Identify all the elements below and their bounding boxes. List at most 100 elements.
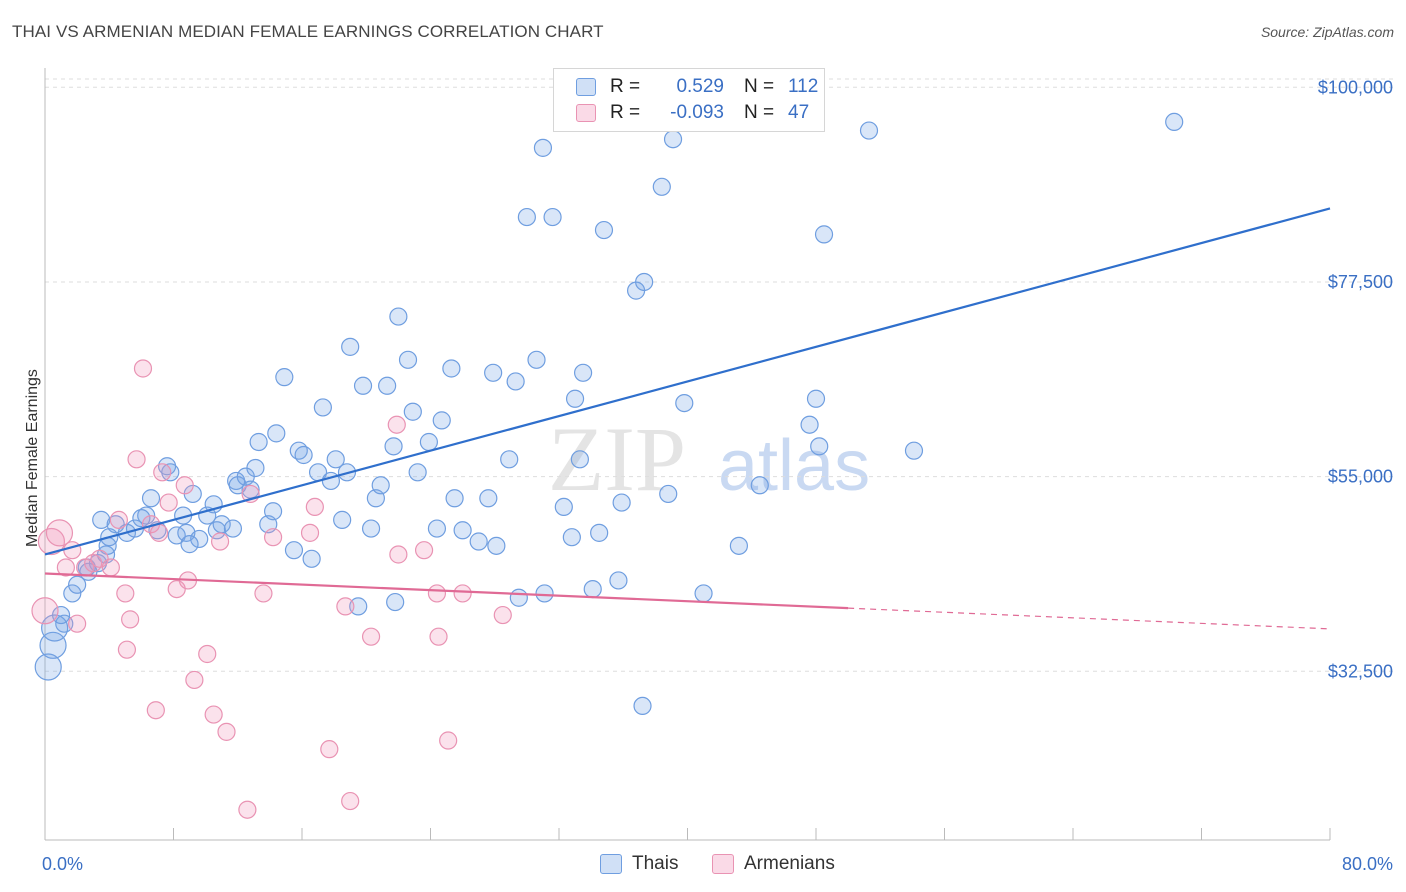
armenians-legend-label: Armenians [744,853,835,874]
thai-point [810,437,829,456]
armenian-point [427,584,447,603]
thai-point [590,523,609,542]
armenian-point [175,476,194,495]
thai-point [729,536,749,555]
thai-point [302,549,321,568]
thai-point [41,614,69,642]
legend-row-thai: R = 0.529 N = 112 [576,74,818,100]
thai-point [267,424,286,443]
x-tick-label-left: 0.0% [42,854,83,874]
thai-point [389,307,408,326]
thai-point [263,502,283,521]
thai-point [562,528,581,547]
bottom-legend-armenians: Armenians [712,852,835,876]
armenian-point [37,527,66,556]
thai-point [294,445,313,465]
thai-point [479,489,498,508]
thai-point [313,398,332,417]
thai-point [487,536,506,555]
thai-point [442,359,461,378]
legend-r-value: -0.093 [670,102,724,123]
thai-point [68,575,87,594]
thai-swatch [576,78,596,96]
thai-point [904,441,924,460]
armenian-trend-extension [848,607,1331,630]
armenian-point [198,644,217,664]
legend-n-value: 112 [788,76,819,97]
thai-point [800,415,819,434]
armenian-trend-line [44,572,849,610]
legend-row-armenian: R = -0.093 N = 47 [576,100,809,126]
thai-point [635,272,654,292]
legend-n-value: 47 [788,102,810,123]
thai-point [275,368,294,387]
thai-point [223,519,243,538]
armenian-point [109,510,128,529]
thai-point [353,376,373,395]
thai-point [408,463,427,482]
armenian-point [341,791,360,811]
thai-point [859,121,879,140]
thai-point [398,350,418,369]
source-label: Source: ZipAtlas.com [1260,24,1394,40]
armenian-point [45,519,74,547]
thai-point [570,450,589,469]
thai-point [814,225,834,244]
x-tick-label-right: 80.0% [1342,854,1393,874]
thai-point [694,584,713,603]
armenian-point [159,493,178,512]
thai-point [246,458,265,478]
y-tick-label: $55,000 [1328,467,1393,487]
thai-point [509,588,528,607]
thai-point [141,489,161,508]
thai-point [132,509,151,528]
thai-point [675,393,694,413]
thai-point [663,130,683,149]
armenian-point [63,541,82,560]
thai-point [51,605,71,625]
armenian-point [336,597,355,616]
thai-point [517,207,536,227]
thai-point [652,177,671,196]
thai-point [427,519,447,538]
thai-points [34,112,1184,715]
thai-point [63,584,82,603]
thai-point [34,653,62,681]
legend-n-label: N = [744,76,775,97]
armenian-point [361,627,381,646]
thai-point [384,437,403,456]
armenian-point [153,463,172,482]
thai-point [378,376,397,395]
thai-trend-line [44,207,1331,556]
thai-point [371,476,390,495]
armenian-point [493,605,512,625]
thai-point [659,484,678,504]
chart-title: THAI VS ARMENIAN MEDIAN FEMALE EARNINGS … [12,22,604,41]
thai-point [1165,112,1184,132]
armenian-point [133,359,153,378]
armenian-point [389,545,408,564]
thai-point [535,584,554,603]
armenian-point [300,523,320,542]
armenian-point [149,523,169,542]
armenian-point [117,640,137,659]
thai-point [326,450,345,469]
thai-point [573,363,593,382]
watermark-atlas: atlas [718,426,870,506]
thai-point [445,489,464,508]
armenian-point [127,450,146,469]
thai-point [349,597,368,616]
thai-point [527,350,546,369]
y-tick-label: $77,500 [1328,272,1393,292]
armenian-point [387,415,406,434]
trend-lines [44,207,1331,630]
armenian-point [146,701,165,720]
thais-legend-label: Thais [632,853,679,874]
armenian-point [439,731,458,750]
bottom-legend-thais: Thais [600,852,678,876]
y-tick-labels: $32,500 $55,000 $77,500 $100,000 [1318,77,1393,681]
armenian-point [68,614,87,633]
thai-point [361,519,381,538]
thai-point [207,521,226,540]
thai-point [806,389,826,408]
